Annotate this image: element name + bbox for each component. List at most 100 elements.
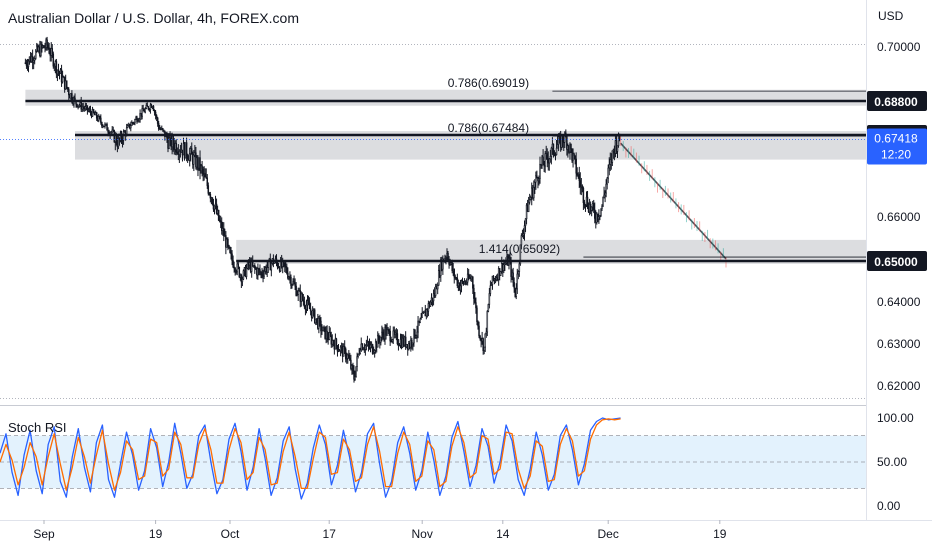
candle-body: [611, 150, 614, 163]
candle-body: [361, 343, 364, 350]
candle-body: [153, 110, 156, 113]
candle-body: [32, 60, 35, 63]
candle-body: [107, 130, 109, 133]
candle-body: [188, 153, 191, 161]
candle-body: [570, 143, 572, 150]
candle-body: [539, 163, 541, 180]
candle-body: [101, 122, 103, 127]
candle-body: [258, 268, 260, 270]
candle-body: [519, 244, 522, 265]
stoch-tick-0: 100.00: [877, 411, 914, 425]
candle-body: [425, 309, 428, 317]
candle-body: [146, 105, 149, 107]
candle-body: [549, 155, 552, 160]
candle-body: [255, 267, 257, 270]
candle-body: [303, 301, 306, 307]
candle-body: [478, 325, 480, 337]
candle-body: [318, 318, 320, 329]
candle-body: [82, 106, 85, 109]
candle-body: [391, 339, 393, 342]
sr-zone-0: [25, 89, 866, 106]
candle-body: [437, 269, 440, 286]
candle-body: [315, 318, 317, 324]
candle-body: [175, 142, 178, 153]
candle-body: [206, 177, 209, 186]
candle-body: [473, 287, 475, 299]
candle-body: [178, 150, 181, 155]
candle-body: [550, 147, 553, 157]
candle-body: [349, 357, 351, 361]
candle-body: [515, 288, 517, 297]
candle-body: [215, 203, 218, 214]
candle-body: [342, 346, 345, 357]
time-tick-3: 17: [323, 527, 337, 541]
candle-body: [209, 194, 212, 199]
candle-body: [237, 263, 240, 268]
candle-body: [489, 285, 492, 294]
candle-body: [95, 112, 98, 119]
candle-body: [217, 209, 220, 221]
candle-body: [136, 117, 138, 123]
candle-body: [459, 285, 462, 291]
candle-body: [479, 335, 481, 339]
candle-body: [420, 317, 422, 320]
candle-body: [499, 271, 502, 276]
candle-body: [68, 89, 70, 96]
candle-body: [336, 345, 339, 352]
candle-body: [412, 342, 414, 345]
candle-body: [601, 205, 603, 209]
candle-body: [482, 338, 484, 351]
candle-body: [572, 153, 574, 161]
candle-body: [60, 69, 63, 83]
candle-body: [555, 147, 558, 155]
candle-body: [566, 136, 568, 150]
candle-body: [34, 50, 37, 59]
candle-body: [99, 116, 101, 119]
candle-body: [87, 110, 90, 112]
candle-body: [57, 69, 60, 73]
candle-body: [287, 272, 289, 279]
candle-body: [419, 318, 421, 323]
time-tick-6: Dec: [598, 527, 619, 541]
candle-body: [518, 263, 521, 272]
candle-body: [447, 253, 449, 260]
candle-body: [461, 280, 464, 283]
candle-body: [223, 228, 225, 237]
candle-body: [286, 266, 288, 274]
candle-body: [89, 109, 92, 113]
candle-body: [504, 263, 506, 266]
candle-body: [307, 300, 310, 305]
candle-body: [284, 262, 286, 267]
candle-body: [207, 185, 210, 194]
candle-body: [598, 216, 600, 220]
candle-body: [346, 358, 348, 360]
candle-body: [600, 208, 602, 216]
candle-body: [98, 116, 100, 121]
candle-body: [231, 253, 233, 261]
candle-body: [475, 302, 477, 309]
candle-body: [377, 335, 379, 348]
candle-body: [46, 39, 48, 46]
candle-body: [156, 117, 159, 124]
candle-body: [257, 268, 259, 276]
candle-body: [574, 155, 576, 160]
candle-body: [582, 187, 585, 203]
candle-body: [100, 117, 102, 123]
candle-body: [414, 329, 416, 338]
candle-body: [599, 215, 601, 218]
candle-body: [522, 233, 525, 236]
candle-body: [320, 320, 322, 332]
candle-body: [241, 278, 244, 283]
candle-body: [297, 290, 299, 296]
chart-title-text: Australian Dollar / U.S. Dollar, 4h, FOR…: [8, 10, 299, 26]
candle-body: [575, 158, 577, 174]
candle-body: [185, 142, 188, 157]
candle-body: [106, 123, 108, 131]
candle-body: [488, 293, 491, 305]
level-price-label-2: 0.65000: [874, 255, 918, 269]
candle-body: [594, 209, 596, 219]
candle-body: [429, 301, 432, 307]
candle-body: [291, 284, 293, 286]
chart-title: Australian Dollar / U.S. Dollar, 4h, FOR…: [8, 10, 299, 26]
